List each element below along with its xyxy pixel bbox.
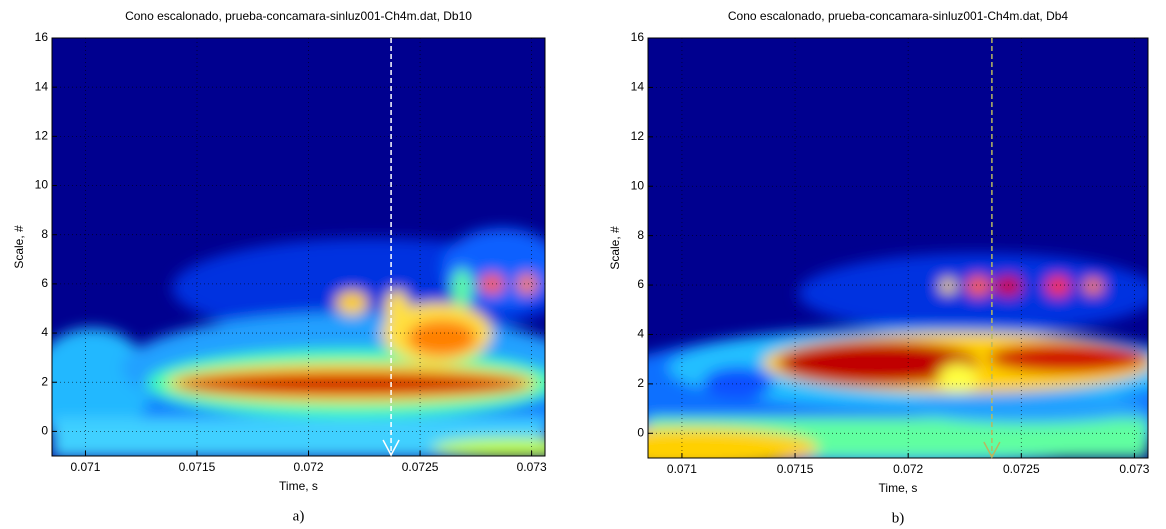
y-tick-label: 0 xyxy=(41,424,48,438)
y-tick-label: 4 xyxy=(41,325,48,339)
x-axis-label: Time, s xyxy=(279,479,318,493)
y-tick-label: 14 xyxy=(631,80,645,94)
x-tick-label: 0.073 xyxy=(517,460,547,474)
y-tick-label: 8 xyxy=(637,228,644,242)
x-tick-label: 0.0725 xyxy=(402,460,439,474)
heatmap xyxy=(52,38,545,456)
y-tick-label: 6 xyxy=(41,276,48,290)
heatmap xyxy=(648,38,1148,458)
y-tick-label: 6 xyxy=(637,277,644,291)
y-tick-label: 12 xyxy=(631,129,645,143)
y-axis-label: Scale, # xyxy=(12,225,26,269)
x-tick-label: 0.071 xyxy=(70,460,100,474)
y-tick-label: 0 xyxy=(637,425,644,439)
x-tick-label: 0.072 xyxy=(893,462,923,476)
x-tick-label: 0.0725 xyxy=(1003,462,1040,476)
x-axis-label: Time, s xyxy=(879,481,918,495)
y-tick-label: 10 xyxy=(35,178,49,192)
x-tick-label: 0.073 xyxy=(1119,462,1149,476)
y-tick-label: 12 xyxy=(35,129,49,143)
y-tick-label: 2 xyxy=(41,374,48,388)
marker-arrow xyxy=(382,439,400,457)
y-tick-label: 4 xyxy=(637,327,644,341)
chart-title: Cono escalonado, prueba-concamara-sinluz… xyxy=(728,9,1069,23)
chart-title: Cono escalonado, prueba-concamara-sinluz… xyxy=(125,9,472,23)
plot-frame xyxy=(51,37,546,457)
plot-frame xyxy=(647,37,1149,459)
x-tick-label: 0.071 xyxy=(667,462,697,476)
y-tick-label: 2 xyxy=(637,376,644,390)
y-tick-label: 10 xyxy=(631,178,645,192)
panel-caption: a) xyxy=(293,508,305,524)
y-tick-label: 14 xyxy=(35,79,49,93)
y-axis-label: Scale, # xyxy=(608,226,622,270)
y-tick-label: 8 xyxy=(41,227,48,241)
y-tick-label: 16 xyxy=(631,30,645,44)
y-tick-label: 16 xyxy=(35,30,49,44)
marker-arrow xyxy=(983,441,1001,459)
x-tick-label: 0.0715 xyxy=(179,460,216,474)
panel-caption: b) xyxy=(892,510,905,526)
x-tick-label: 0.072 xyxy=(294,460,324,474)
x-tick-label: 0.0715 xyxy=(777,462,814,476)
